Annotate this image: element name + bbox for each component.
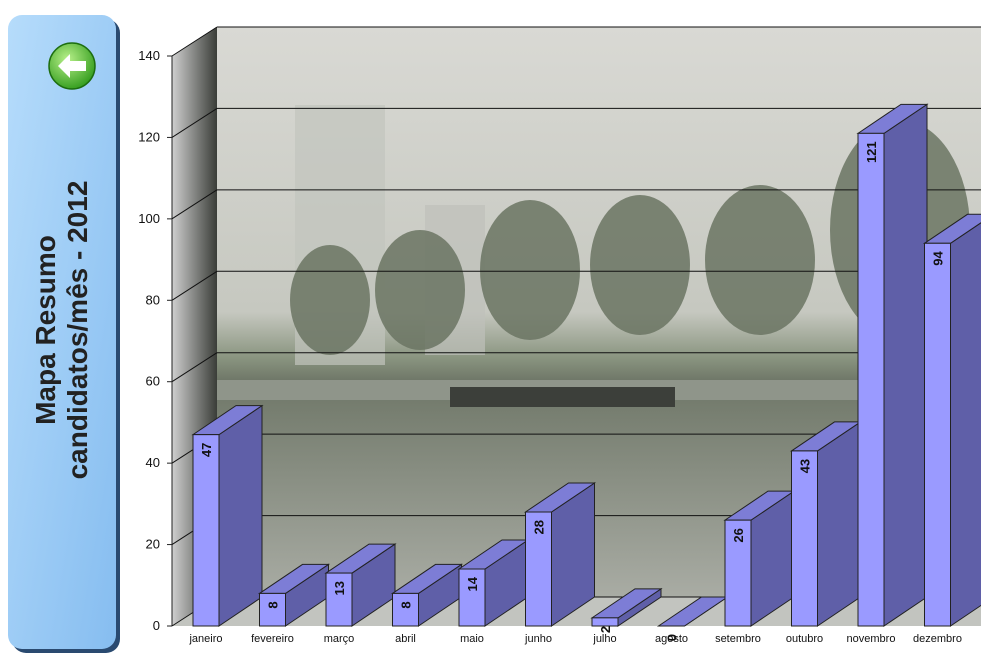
bar (858, 104, 927, 626)
x-tick-label: setembro (715, 633, 761, 645)
chart-subtitle: candidatos/mês - 2012 (62, 181, 93, 480)
bar-side (884, 104, 927, 626)
value-label: 0 (665, 634, 680, 641)
value-label: 8 (266, 601, 281, 608)
bar-front (925, 243, 951, 626)
value-label: 47 (199, 443, 214, 457)
y-tick-label: 40 (146, 455, 160, 470)
bar (925, 214, 981, 626)
value-label: 28 (532, 520, 547, 534)
value-label: 13 (332, 581, 347, 595)
bar (792, 422, 861, 626)
x-tick-label: junho (524, 633, 552, 645)
chart-title: Mapa Resumo (30, 235, 61, 425)
y-tick-label: 140 (138, 48, 160, 63)
x-tick-label: janeiro (188, 633, 222, 645)
bar-front (260, 593, 286, 626)
bar-front (592, 618, 618, 626)
back-button[interactable] (49, 43, 95, 89)
bar-side (818, 422, 861, 626)
value-label: 43 (798, 459, 813, 473)
y-tick-label: 0 (153, 618, 160, 633)
x-tick-label: maio (460, 633, 484, 645)
y-tick-label: 80 (146, 292, 160, 307)
y-tick-label: 60 (146, 374, 160, 389)
y-tick-label: 20 (146, 537, 160, 552)
bar-front (193, 435, 219, 626)
x-tick-label: abril (395, 633, 416, 645)
bar-front (792, 451, 818, 626)
x-tick-label: outubro (786, 633, 823, 645)
bar-side (219, 406, 262, 626)
bar-front (858, 133, 884, 626)
value-label: 8 (399, 601, 414, 608)
value-label: 14 (465, 576, 480, 591)
x-tick-label: fevereiro (251, 633, 294, 645)
bar (526, 483, 595, 626)
x-tick-label: novembro (847, 633, 896, 645)
y-tick-label: 100 (138, 211, 160, 226)
x-tick-label: dezembro (913, 633, 962, 645)
value-label: 121 (864, 141, 879, 163)
value-label: 94 (931, 251, 946, 266)
bar (193, 406, 262, 626)
value-label: 2 (598, 626, 613, 633)
x-tick-label: julho (592, 633, 616, 645)
value-label: 26 (731, 528, 746, 542)
pier (450, 387, 675, 407)
bar-front (393, 593, 419, 626)
bar-side (951, 214, 981, 626)
y-tick-label: 120 (138, 129, 160, 144)
bar-front (326, 573, 352, 626)
x-tick-label: março (324, 633, 355, 645)
